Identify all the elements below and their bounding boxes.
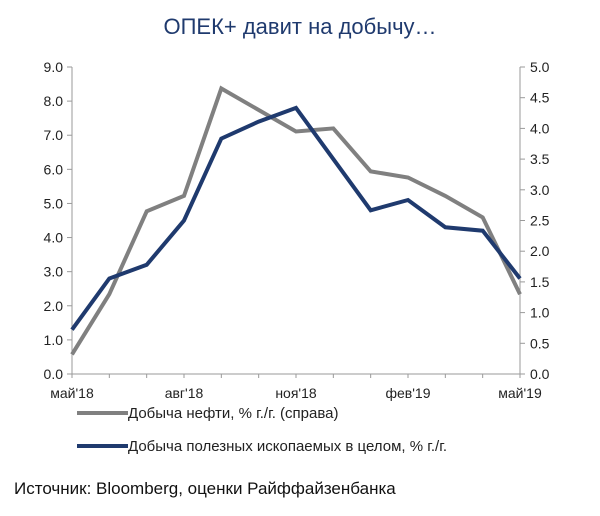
y-right-tick-label: 4.0 [530, 120, 550, 136]
legend-label: Добыча полезных ископаемых в целом, % г.… [128, 438, 447, 455]
y-left-tick-label: 6.0 [44, 161, 64, 177]
y-left-tick-label: 5.0 [44, 195, 64, 211]
y-left-tick-label: 2.0 [44, 298, 64, 314]
y-right-tick-label: 0.0 [530, 366, 550, 382]
y-left-tick-label: 9.0 [44, 59, 64, 75]
y-left-tick-label: 0.0 [44, 366, 64, 382]
x-tick-label: авг'18 [165, 385, 204, 401]
series-line-oil [70, 85, 522, 356]
series-line-mining [70, 105, 522, 331]
line-chart: 0.0 1.0 2.0 3.0 4.0 5.0 6.0 7.0 8.0 9.0 0.0 0.5 1.0 1… [44, 59, 550, 455]
legend: Добыча нефти, % г./г. (справа) Добыча пол… [77, 405, 447, 455]
y-right-tick-label: 1.0 [530, 305, 550, 321]
y-right-tick-label: 4.5 [530, 90, 550, 106]
y-left-tick-label: 4.0 [44, 230, 64, 246]
x-tick-label: фев'19 [386, 385, 431, 401]
series-layer [70, 85, 522, 356]
y-left-tick-label: 3.0 [44, 264, 64, 280]
x-tick-label: май'18 [50, 385, 94, 401]
y-right-tick-label: 3.0 [530, 182, 550, 198]
chart-title: ОПЕК+ давит на добычу… [163, 14, 437, 39]
x-tick-label: ноя'18 [275, 385, 317, 401]
y-right-tick-label: 5.0 [530, 59, 550, 75]
y-left-tick-label: 7.0 [44, 127, 64, 143]
y-right-tick-label: 3.5 [530, 151, 550, 167]
y-left-tick-label: 8.0 [44, 93, 64, 109]
x-tick-label: май'19 [498, 385, 542, 401]
axes: 0.0 1.0 2.0 3.0 4.0 5.0 6.0 7.0 8.0 9.0 0.0 0.5 1.0 1… [44, 59, 550, 401]
y-right-tick-label: 2.0 [530, 243, 550, 259]
legend-label: Добыча нефти, % г./г. (справа) [128, 405, 338, 422]
source-note: Источник: Bloomberg, оценки Райффайзенба… [14, 479, 396, 498]
y-right-tick-label: 0.5 [530, 335, 550, 351]
y-left-tick-label: 1.0 [44, 332, 64, 348]
y-right-tick-label: 1.5 [530, 274, 550, 290]
y-right-tick-label: 2.5 [530, 213, 550, 229]
